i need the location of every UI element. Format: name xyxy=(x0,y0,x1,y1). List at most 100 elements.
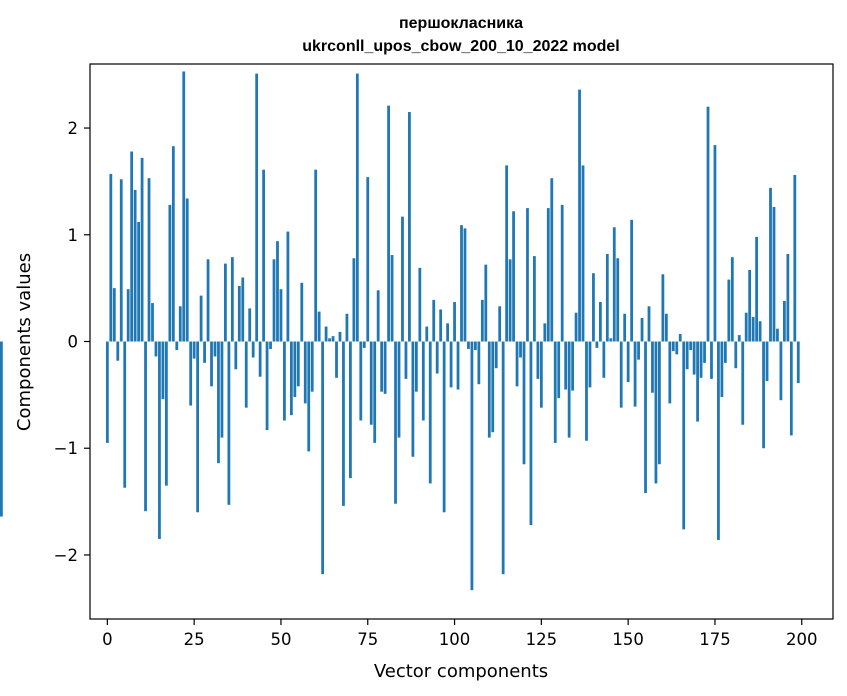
bar-123 xyxy=(533,256,536,342)
bar-100 xyxy=(453,302,456,342)
bar-97 xyxy=(442,341,446,513)
bar-135 xyxy=(574,312,578,342)
x-tick-label: 50 xyxy=(270,630,291,649)
bar-140 xyxy=(592,273,595,342)
bar-107 xyxy=(477,341,481,385)
bar-1 xyxy=(109,173,113,342)
bar-15 xyxy=(158,341,161,539)
bar-21 xyxy=(178,306,182,342)
bar-39 xyxy=(241,277,245,342)
bar-169 xyxy=(692,341,696,375)
bar-87 xyxy=(408,112,411,342)
bar-126 xyxy=(543,323,547,342)
bar-181 xyxy=(734,341,738,369)
x-tick-label: 175 xyxy=(699,630,731,649)
bar-133 xyxy=(567,341,571,438)
bar-88 xyxy=(411,341,415,457)
bar-52 xyxy=(286,231,290,342)
bar-171 xyxy=(699,341,703,378)
bar-9 xyxy=(137,221,140,342)
bar-37 xyxy=(234,341,238,370)
bar-13 xyxy=(151,303,154,342)
bar-30 xyxy=(210,341,213,387)
bar-174 xyxy=(710,341,713,379)
bar-85 xyxy=(401,216,404,342)
bar-45 xyxy=(262,169,265,342)
bar-67 xyxy=(338,331,342,342)
bar-149 xyxy=(623,313,627,342)
bar-33 xyxy=(220,341,224,438)
bar-157 xyxy=(651,341,654,393)
x-tick-label: 125 xyxy=(526,630,558,649)
bar-80 xyxy=(383,341,387,394)
y-tick-label: 1 xyxy=(68,226,79,245)
bar-71 xyxy=(352,258,356,342)
bar-190 xyxy=(765,341,769,381)
bar-38 xyxy=(237,286,241,342)
bar-114 xyxy=(501,341,505,575)
bar-110 xyxy=(487,341,491,438)
bar-131 xyxy=(560,204,564,342)
bar-178 xyxy=(723,341,727,363)
bar-95 xyxy=(435,341,439,374)
bar-195 xyxy=(783,300,786,342)
bar-92 xyxy=(425,326,429,342)
bar-74 xyxy=(362,341,366,348)
bar-150 xyxy=(626,341,630,383)
bar-83 xyxy=(394,341,397,504)
x-tick-label: 150 xyxy=(612,630,644,649)
x-tick-label: 25 xyxy=(184,630,205,649)
bar-59 xyxy=(310,341,314,392)
bar-109 xyxy=(484,264,488,342)
bar-61 xyxy=(317,311,321,342)
bar-65 xyxy=(331,336,335,342)
bar-122 xyxy=(529,341,533,526)
bar-143 xyxy=(602,341,606,378)
bar-69 xyxy=(345,313,349,342)
y-tick-label: 0 xyxy=(68,333,79,352)
bar-90 xyxy=(418,267,422,342)
bar-162 xyxy=(668,341,672,404)
bar-99 xyxy=(449,341,453,388)
bar-98 xyxy=(446,323,449,342)
bar-192 xyxy=(772,207,776,342)
bar-31 xyxy=(213,341,217,357)
bar-194 xyxy=(779,341,783,401)
bar-series xyxy=(0,71,800,591)
bar-77 xyxy=(373,341,377,443)
bar-172 xyxy=(703,341,706,363)
chart-title-line1: першокласника xyxy=(399,15,523,32)
bar-187 xyxy=(755,236,759,342)
bar-154 xyxy=(640,318,644,342)
bar-173 xyxy=(706,106,710,342)
bar-108 xyxy=(480,299,484,342)
bar-158 xyxy=(654,341,658,484)
bar-101 xyxy=(456,341,460,390)
x-axis: 0 25 50 75 100 125 150 175 200 xyxy=(102,619,818,649)
bar-177 xyxy=(720,341,724,397)
bar-167 xyxy=(685,341,689,370)
bar-139 xyxy=(588,341,592,388)
bar-176 xyxy=(717,341,720,541)
bar-22 xyxy=(182,71,186,342)
bar-63 xyxy=(324,326,328,342)
bar-76 xyxy=(369,341,373,425)
bar-5 xyxy=(123,341,127,488)
y-tick-label: −1 xyxy=(54,439,78,458)
bar-168 xyxy=(689,341,693,351)
bar-144 xyxy=(605,253,609,342)
x-tick-label: 200 xyxy=(786,630,818,649)
bar-185 xyxy=(748,269,752,342)
bar-36 xyxy=(230,257,234,342)
bar-189 xyxy=(762,341,765,449)
bar-104 xyxy=(467,341,470,349)
bar-23 xyxy=(185,198,189,342)
bar-138 xyxy=(585,341,588,441)
bar-166 xyxy=(682,341,686,530)
bar-2 xyxy=(112,288,116,342)
bar-75 xyxy=(366,177,370,342)
bar-142 xyxy=(598,302,602,342)
bar-20 xyxy=(175,341,179,351)
bar-113 xyxy=(498,306,502,342)
x-tick-label: 100 xyxy=(439,630,471,649)
